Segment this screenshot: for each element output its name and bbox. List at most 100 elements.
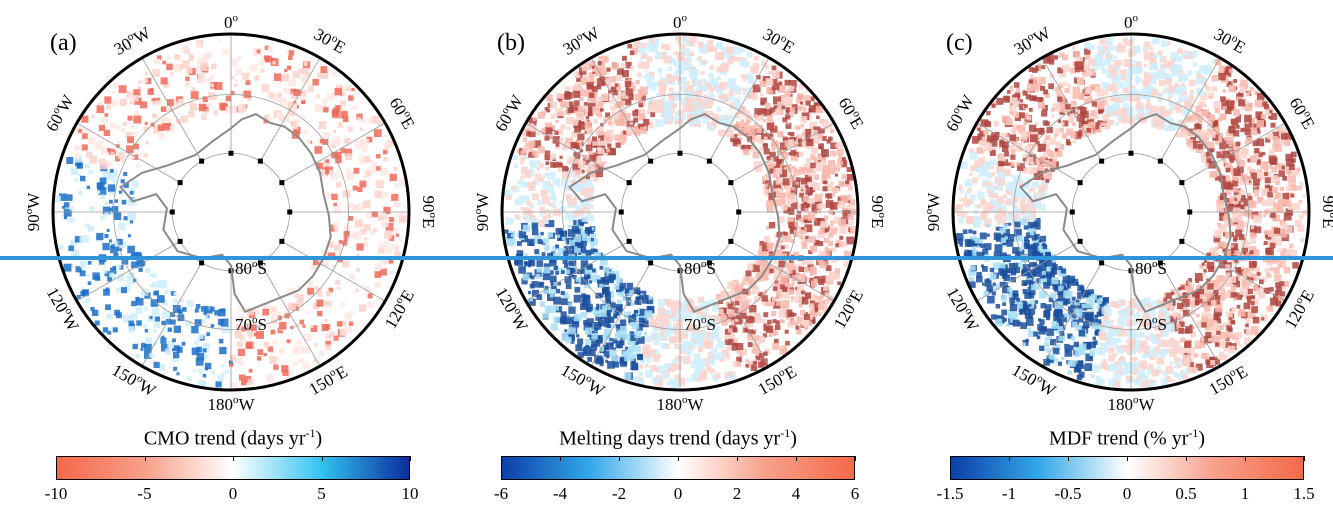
graticule-tick bbox=[1099, 260, 1105, 266]
colorbar-tick bbox=[1245, 456, 1246, 461]
lon-label-60E: 60oE bbox=[1286, 94, 1320, 133]
lon-label-150E: 150oE bbox=[305, 361, 351, 399]
map-frame bbox=[500, 32, 860, 392]
colorbar-tick-label: 2 bbox=[732, 484, 742, 503]
graticule-tick bbox=[1179, 238, 1185, 244]
colorbar-tick-label: -0.5 bbox=[1054, 484, 1082, 503]
colorbar-tick-label: -2 bbox=[611, 484, 627, 503]
trend-field bbox=[54, 39, 407, 390]
colorbar-tick-label: -10 bbox=[44, 484, 68, 503]
lat-label-70s: 70oS bbox=[235, 314, 267, 334]
polar-map: 0o180oW30oE60oE90oE120oE150oE150oW120oW9… bbox=[923, 12, 1333, 414]
graticule-tick bbox=[257, 158, 263, 164]
colorbar-tick-label: -6 bbox=[493, 484, 509, 503]
antarctica-coastline bbox=[1019, 112, 1232, 313]
lon-label-150W: 150oW bbox=[1009, 359, 1061, 401]
lon-label-0: 0o bbox=[224, 12, 239, 32]
lon-label-180: 180oW bbox=[1107, 394, 1155, 414]
lat-label-80s: 80oS bbox=[1135, 258, 1167, 278]
map-panel-c: 0o180oW30oE60oE90oE120oE150oE150oW120oW9… bbox=[890, 0, 1333, 509]
colorbar-tick bbox=[1009, 456, 1010, 461]
colorbar-tick bbox=[796, 456, 797, 461]
graticule-tick bbox=[728, 180, 734, 186]
lon-label-150W: 150oW bbox=[109, 359, 161, 401]
lon-label-60E: 60oE bbox=[386, 94, 420, 133]
polar-map: 0o180oW30oE60oE90oE120oE150oE150oW120oW9… bbox=[23, 12, 440, 414]
colorbar-tick-label: 1 bbox=[1240, 484, 1250, 503]
lon-label-0: 0o bbox=[1124, 12, 1139, 32]
colorbar-tick-label: 1.5 bbox=[1293, 484, 1315, 503]
graticule-tick bbox=[287, 209, 293, 215]
colorbar-tick-label: -5 bbox=[137, 484, 152, 503]
graticule-tick bbox=[648, 158, 654, 164]
lon-label-30E: 30oE bbox=[760, 23, 799, 57]
map-frame bbox=[51, 32, 411, 392]
colorbar-tick bbox=[144, 456, 146, 461]
colorbar-tick-label: -4 bbox=[552, 484, 568, 503]
graticule-tick bbox=[626, 238, 632, 244]
lon-label-180: 180oW bbox=[207, 394, 255, 414]
lon-label-90E: 90oE bbox=[1319, 196, 1333, 229]
colorbar-tick-label: 10 bbox=[401, 484, 419, 503]
colorbar-tick bbox=[1068, 456, 1069, 461]
graticule-tick bbox=[177, 238, 183, 244]
colorbar-tick bbox=[1186, 456, 1187, 461]
graticule-tick bbox=[728, 238, 734, 244]
colorbar-tick bbox=[619, 456, 620, 461]
colorbar-title: MDF trend (% yr-1) bbox=[1048, 426, 1206, 450]
colorbar-tick-label: -1.5 bbox=[936, 484, 964, 503]
colorbar-tick bbox=[855, 456, 856, 461]
colorbar-tick-label: 4 bbox=[791, 484, 801, 503]
graticule bbox=[502, 34, 858, 390]
graticule-tick bbox=[677, 150, 683, 156]
colorbar-tick-label: 0 bbox=[673, 484, 683, 503]
graticule-tick bbox=[648, 260, 654, 266]
graticule-tick bbox=[1128, 150, 1134, 156]
lon-label-60E: 60oE bbox=[835, 94, 869, 133]
antarctica-coastline bbox=[119, 112, 332, 313]
graticule-tick bbox=[199, 158, 205, 164]
lon-label-180: 180oW bbox=[656, 394, 704, 414]
graticule-tick bbox=[177, 180, 183, 186]
colorbar-tick bbox=[410, 456, 411, 461]
lon-label-120W: 120oW bbox=[492, 283, 534, 335]
lon-label-30E: 30oE bbox=[1211, 23, 1250, 57]
graticule-tick bbox=[279, 180, 285, 186]
graticule-tick bbox=[736, 209, 742, 215]
graticule-tick bbox=[618, 209, 624, 215]
antarctica-coastline bbox=[568, 112, 781, 313]
graticule-tick bbox=[706, 158, 712, 164]
graticule-tick bbox=[257, 260, 263, 266]
graticule-tick bbox=[228, 150, 234, 156]
lon-label-90W: 90oW bbox=[472, 192, 492, 232]
lat-label-70s: 70oS bbox=[684, 314, 716, 334]
graticule-tick bbox=[1179, 180, 1185, 186]
panel-label: (b) bbox=[497, 30, 525, 56]
graticule-tick bbox=[1077, 238, 1083, 244]
graticule-tick bbox=[279, 238, 285, 244]
lat-label-80s: 80oS bbox=[684, 258, 716, 278]
lat-label-70s: 70oS bbox=[1135, 314, 1167, 334]
lon-label-30E: 30oE bbox=[311, 23, 350, 57]
graticule-tick bbox=[169, 209, 175, 215]
colorbar-tick bbox=[560, 456, 561, 461]
lat-label-80s: 80oS bbox=[235, 258, 267, 278]
map-panel-a: 0o 180oW 30oE 60oE 90oE 120oE 150oE 150oW 120oW 9… bbox=[0, 0, 444, 509]
lon-label-120W: 120oW bbox=[43, 283, 85, 335]
colorbar-title: CMO trend (days yr-1) bbox=[143, 426, 323, 450]
graticule-tick bbox=[1099, 158, 1105, 164]
map-frame bbox=[951, 32, 1311, 392]
graticule bbox=[53, 34, 409, 390]
colorbar-tick-label: 5 bbox=[317, 484, 326, 503]
lon-label-120E: 120oE bbox=[1280, 286, 1318, 332]
graticule-tick bbox=[706, 260, 712, 266]
graticule-tick bbox=[1157, 260, 1163, 266]
graticule-tick bbox=[199, 260, 205, 266]
lon-label-90E: 90oE bbox=[868, 196, 888, 229]
graticule-tick bbox=[1077, 180, 1083, 186]
panel-label: (c) bbox=[946, 30, 973, 56]
colorbar-tick bbox=[678, 456, 679, 461]
lon-label-90W: 90oW bbox=[23, 192, 43, 232]
colorbar-tick bbox=[321, 456, 323, 461]
colorbar-tick bbox=[950, 456, 951, 461]
